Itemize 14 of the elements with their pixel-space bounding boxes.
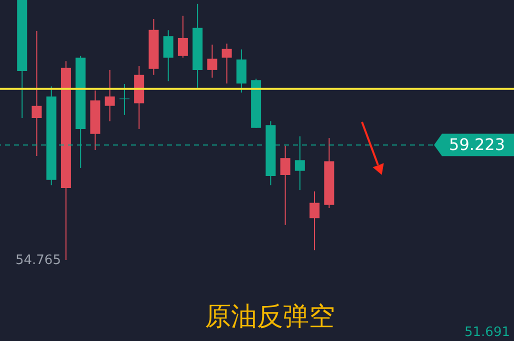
candlestick — [236, 48, 246, 94]
candlestick — [119, 83, 130, 116]
text: 51.691 — [464, 325, 510, 340]
text: 原油反弹空 — [205, 302, 335, 332]
candlestick — [310, 190, 320, 251]
candlestick — [280, 145, 290, 226]
annotation: 54.765 — [15, 253, 61, 268]
text: 59.223 — [449, 134, 505, 154]
candlestick — [163, 30, 174, 82]
candlestick — [207, 44, 218, 78]
candlestick — [222, 43, 232, 84]
candlestick — [104, 69, 115, 122]
candlestick — [178, 15, 188, 58]
candlestick — [32, 30, 42, 157]
